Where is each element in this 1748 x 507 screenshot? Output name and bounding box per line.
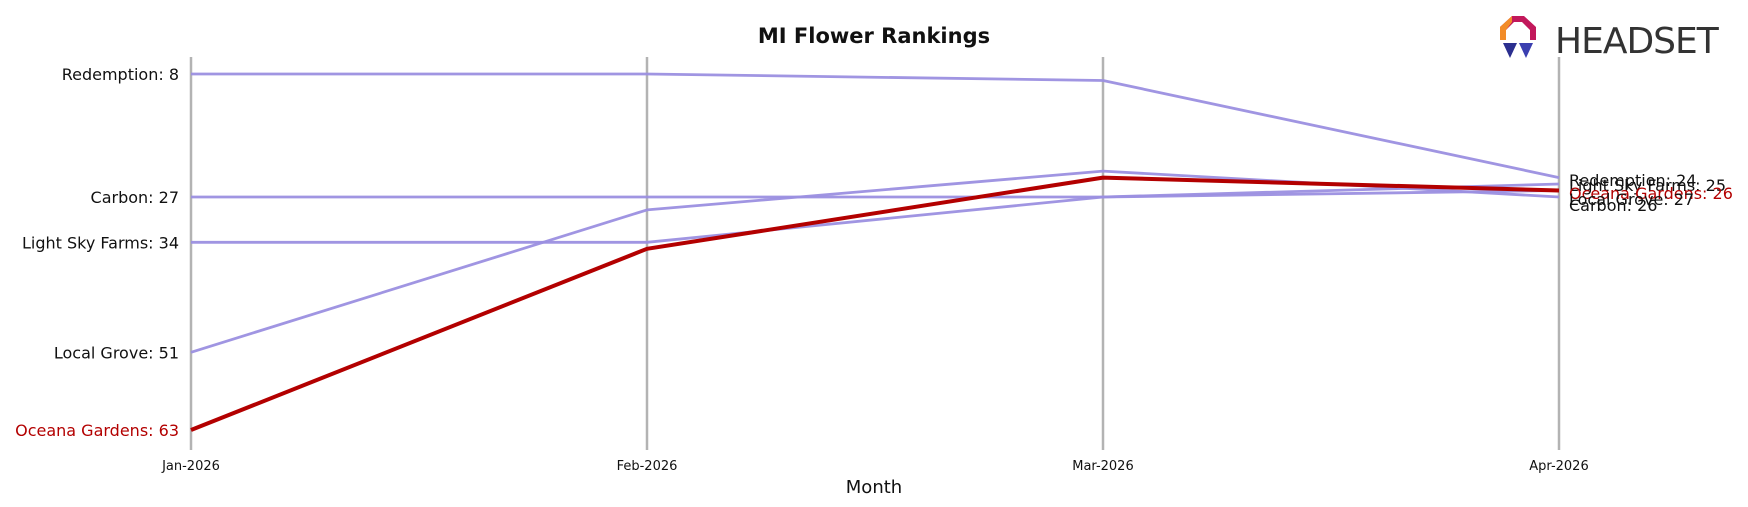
x-tick-label: Apr-2026 [1529, 459, 1588, 474]
end-label: Carbon: 26 [1569, 196, 1657, 215]
x-tick-label: Feb-2026 [617, 459, 678, 474]
headset-logo-text: HEADSET [1555, 21, 1720, 62]
end-label: Light Sky Farms: 25 [1569, 176, 1726, 195]
series-line-redemption [191, 72, 1560, 179]
month-gridlines [189, 57, 1561, 450]
x-tick-label: Mar-2026 [1072, 459, 1133, 474]
series-line-oceana-gardens [190, 175, 1560, 432]
x-tick-label: Jan-2026 [161, 459, 220, 474]
end-label: Oceana Gardens: 26 [1569, 184, 1733, 203]
headset-logo-icon [1500, 16, 1536, 58]
series-line-light-sky-farms [191, 182, 1560, 244]
start-label: Local Grove: 51 [54, 343, 179, 362]
end-label: Redemption: 24 [1569, 171, 1696, 190]
x-axis-label: Month [846, 477, 902, 498]
end-label: Local Grove: 27 [1569, 190, 1694, 209]
start-label: Light Sky Farms: 34 [22, 233, 179, 252]
start-label: Oceana Gardens: 63 [15, 421, 179, 440]
x-tick-labels: Jan-2026 Feb-2026 Mar-2026 Apr-2026 [161, 459, 1589, 474]
series-line-carbon [191, 189, 1560, 199]
series-lines [190, 72, 1560, 432]
start-label: Redemption: 8 [62, 65, 179, 84]
chart-title: MI Flower Rankings [758, 24, 990, 48]
headset-logo: HEADSET [1500, 16, 1721, 62]
start-labels: Redemption: 8 Carbon: 27 Light Sky Farms: … [15, 65, 179, 440]
start-label: Carbon: 27 [91, 188, 179, 207]
